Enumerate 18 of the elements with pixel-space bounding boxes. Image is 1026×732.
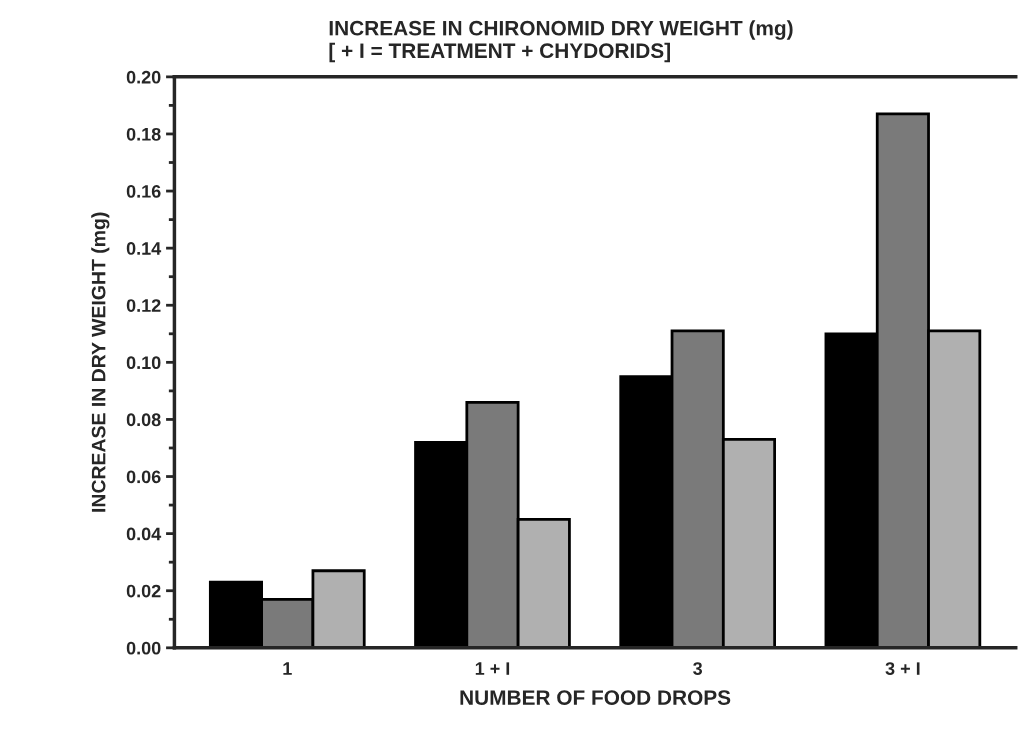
y-tick-label: 0.14 bbox=[126, 242, 162, 255]
y-tick-label: 0.02 bbox=[126, 584, 161, 598]
y-tick-label: 0.18 bbox=[126, 127, 161, 141]
y-tick-label: 0.08 bbox=[126, 413, 161, 427]
x-tick-label: 1 bbox=[283, 662, 292, 675]
y-tick-label: 0.16 bbox=[126, 184, 161, 198]
y-tick-label: 0.06 bbox=[126, 470, 161, 484]
x-tick-label: 3 + I bbox=[885, 662, 920, 675]
y-tick-label: 0.12 bbox=[126, 299, 161, 312]
chart-title: INCREASE IN CHIRONOMID DRY WEIGHT (mg) [ + I = TREATMENT + CHYDORIDS] bbox=[329, 20, 793, 63]
x-axis-title: NUMBER OF FOOD DROPS bbox=[460, 690, 731, 705]
x-tick-label: 3 bbox=[693, 662, 703, 675]
y-tick-label: 0.04 bbox=[126, 527, 162, 541]
x-tick-label: 1 + I bbox=[475, 662, 510, 675]
y-axis-title: INCREASE IN DRY WEIGHT (mg) bbox=[91, 212, 110, 512]
y-tick-label: 0.20 bbox=[126, 70, 161, 84]
y-tick-label: 0.00 bbox=[126, 641, 161, 655]
y-tick-label: 0.10 bbox=[126, 356, 161, 370]
